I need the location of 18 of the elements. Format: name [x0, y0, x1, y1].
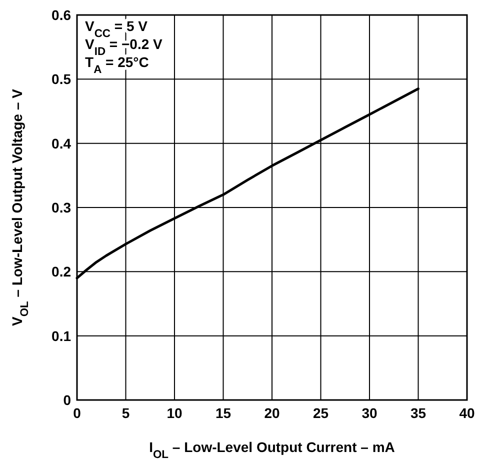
x-tick-label: 20 [264, 405, 280, 421]
annotation: V$_{CC}$ = 5 V [85, 18, 148, 40]
x-axis-title: I$_{OL}$ – Low-Level Output Current – mA [149, 439, 395, 461]
y-tick-label: 0.1 [52, 328, 72, 344]
x-tick-label: 15 [215, 405, 232, 421]
y-tick-label: 0.4 [52, 135, 72, 152]
x-tick-label: 40 [459, 405, 475, 421]
x-tick-label: 0 [73, 405, 82, 421]
y-tick-label: 0.6 [52, 7, 72, 23]
x-tick-label: 25 [312, 405, 329, 421]
x-tick-label: 10 [166, 405, 182, 421]
y-tick-label: 0.5 [52, 71, 72, 88]
y-tick-label: 0.2 [52, 264, 72, 280]
x-tick-label: 30 [362, 405, 378, 421]
y-tick-label: 0 [63, 392, 72, 408]
y-tick-label: 0.3 [52, 200, 72, 216]
x-tick-label: 35 [410, 405, 426, 421]
x-tick-label: 5 [122, 405, 130, 421]
